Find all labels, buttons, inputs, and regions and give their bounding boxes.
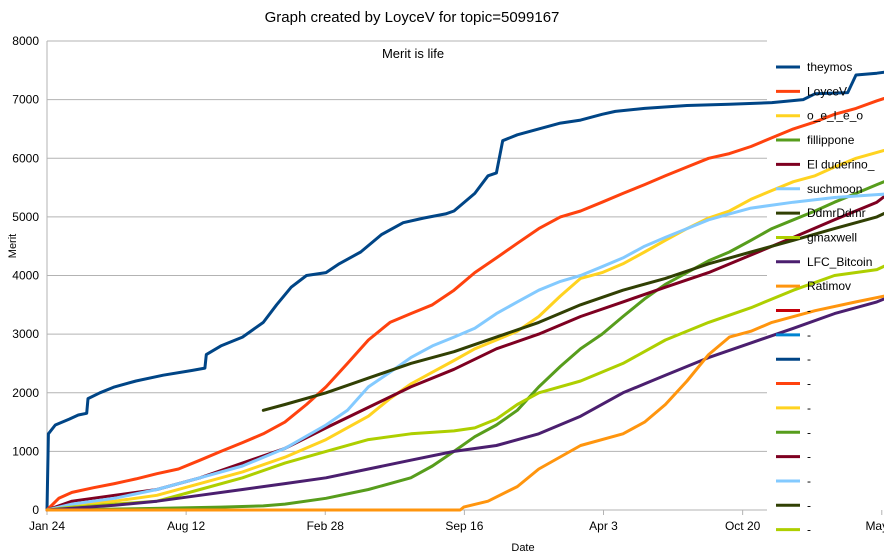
legend-label: - <box>807 328 811 342</box>
legend-label: gmaxwell <box>807 230 857 244</box>
legend-label: theymos <box>807 60 852 74</box>
x-tick-label: Jan 24 <box>29 519 65 533</box>
legend-label: - <box>807 304 811 318</box>
x-tick-label: Sep 16 <box>445 519 483 533</box>
legend-label: - <box>807 474 811 488</box>
series-line-suchmoon <box>45 192 884 512</box>
x-tick-label: Aug 12 <box>167 519 205 533</box>
y-tick-labels: 0 1000 2000 3000 4000 5000 6000 7000 8000 <box>12 34 39 517</box>
y-tick-label: 5000 <box>12 210 39 224</box>
series-line-loycev <box>45 96 884 512</box>
legend-label: fillippone <box>807 133 855 147</box>
legend-label: - <box>807 450 811 464</box>
y-axis-label: Merit <box>7 234 19 258</box>
series-line-ratimov <box>45 294 884 512</box>
y-tick-label: 8000 <box>12 34 39 48</box>
gridlines <box>47 40 767 452</box>
x-tick-label: Apr 3 <box>589 519 618 533</box>
chart-title: Graph created by LoyceV for topic=509916… <box>265 9 560 26</box>
y-tick-label: 7000 <box>12 93 39 107</box>
legend-label: Ratimov <box>807 279 851 293</box>
legend-label: - <box>807 401 811 415</box>
x-tick-label: May 8 <box>865 519 884 533</box>
legend-label: o_e_l_e_o <box>807 109 863 123</box>
legend-label: - <box>807 498 811 512</box>
chart-subtitle: Merit is life <box>382 46 444 61</box>
y-tick-label: 6000 <box>12 151 39 165</box>
series-line-o-e-l-e-o <box>45 148 884 512</box>
legend-label: - <box>807 352 811 366</box>
y-tick-label: 3000 <box>12 327 39 341</box>
legend: theymos LoyceV o_e_l_e_o fillippone El duder… <box>776 60 875 537</box>
legend-label: LoyceV <box>807 84 847 98</box>
x-tick-label: Oct 20 <box>725 519 761 533</box>
legend-label: - <box>807 377 811 391</box>
legend-label: - <box>807 523 811 537</box>
x-tick-labels: Jan 24 Aug 12 Feb 28 Sep 16 Apr 3 Oct 20 May 8… <box>29 519 884 533</box>
y-tick-label: 0 <box>32 503 39 517</box>
legend-label: DdmrDdmr <box>807 206 866 220</box>
series-line-lfc-bitcoin <box>45 297 884 512</box>
x-tick-label: Feb 28 <box>307 519 345 533</box>
series-line-fillippone <box>45 180 884 512</box>
series-line-theymos <box>45 70 884 512</box>
y-tick-label: 2000 <box>12 386 39 400</box>
plot-area <box>45 70 884 512</box>
series-line-ddmrddmr <box>261 211 884 412</box>
y-tick-label: 1000 <box>12 444 39 458</box>
x-axis-label: Date <box>511 542 534 554</box>
legend-label: LFC_Bitcoin <box>807 255 872 269</box>
y-tick-label: 4000 <box>12 269 39 283</box>
legend-label: El duderino_ <box>807 157 875 171</box>
legend-label: suchmoon <box>807 182 862 196</box>
legend-label: - <box>807 425 811 439</box>
series-line-gmaxwell <box>45 264 884 512</box>
